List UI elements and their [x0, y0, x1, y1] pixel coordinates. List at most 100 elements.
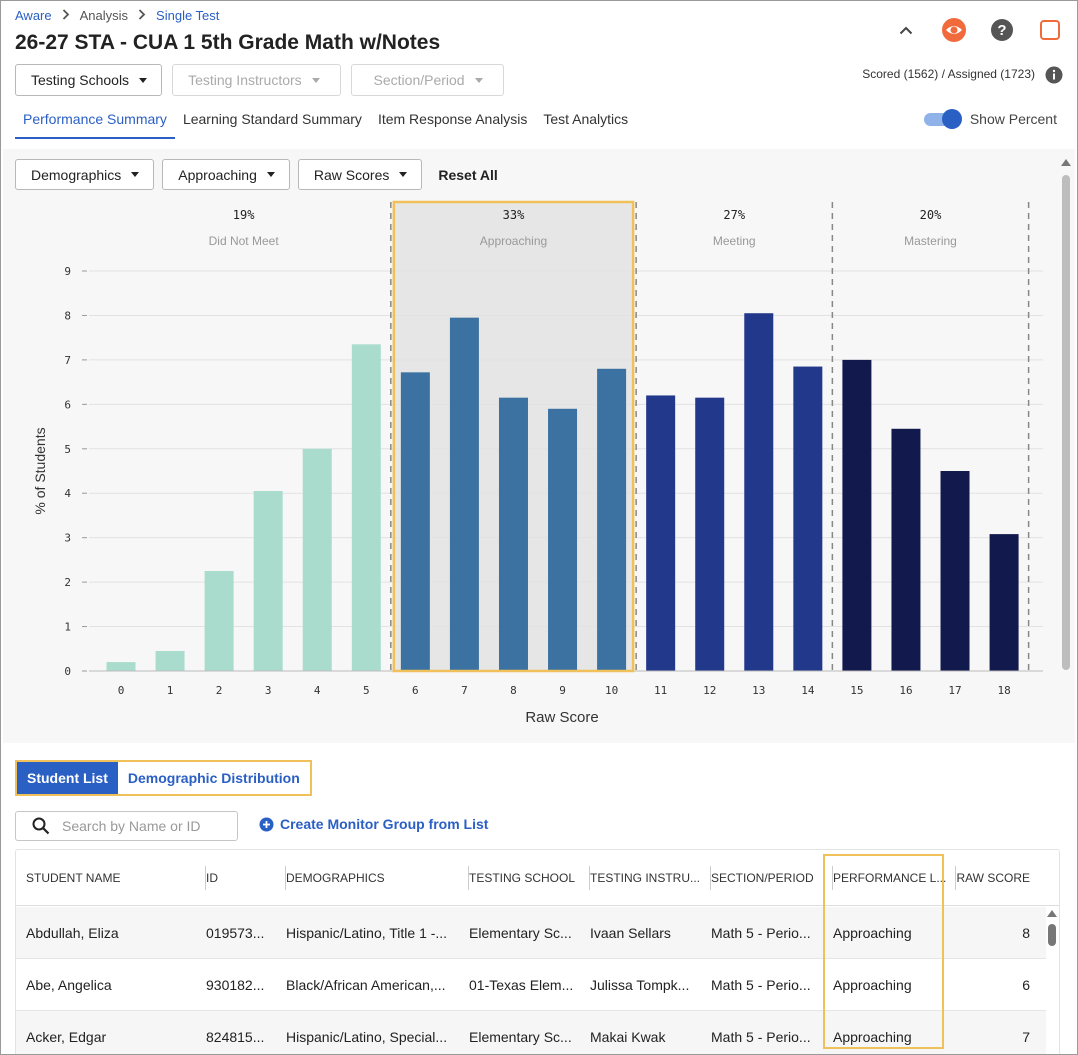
scrollbar-thumb[interactable] — [1048, 924, 1056, 946]
scrollbar-thumb[interactable] — [1062, 175, 1070, 670]
info-icon[interactable] — [1045, 66, 1063, 89]
caret-down-icon — [311, 77, 320, 83]
x-tick-label: 14 — [801, 684, 815, 697]
tab-test-analytics[interactable]: Test Analytics — [543, 111, 629, 127]
collapse-chevron-up-icon[interactable] — [893, 17, 919, 43]
testing-schools-label: Testing Schools — [31, 72, 130, 88]
y-tick-label: 9 — [64, 265, 71, 278]
demographic-distribution-tab[interactable]: Demographic Distribution — [117, 762, 310, 794]
col-testing-school-header[interactable]: TESTING SCHOOL — [469, 850, 590, 906]
student-list-tab[interactable]: Student List — [17, 762, 118, 794]
band-percent-label: 19% — [233, 208, 255, 222]
breadcrumb-single-test[interactable]: Single Test — [156, 8, 220, 23]
x-tick-label: 2 — [216, 684, 223, 697]
section-period-dropdown[interactable]: Section/Period — [351, 64, 505, 96]
raw-scores-dropdown[interactable]: Raw Scores — [297, 159, 423, 190]
y-tick-label: 1 — [64, 621, 71, 634]
header-label: ID — [206, 871, 218, 885]
col-performance-level-header[interactable]: PERFORMANCE L... — [833, 850, 956, 906]
testing-instructor-cell: Julissa Tompk... — [590, 977, 690, 993]
demographics-cell: Black/African American,... — [286, 977, 446, 993]
bar-score-3 — [253, 491, 283, 671]
chevron-right-icon — [62, 8, 70, 23]
bar-score-2 — [204, 571, 234, 671]
band-percent-label: 33% — [503, 208, 525, 222]
x-tick-label: 5 — [363, 684, 370, 697]
bar-score-16 — [891, 428, 921, 671]
eye-icon[interactable] — [941, 17, 967, 43]
chart-scrollbar[interactable] — [1061, 159, 1071, 674]
section-period-label: Section/Period — [373, 72, 465, 88]
breadcrumb-analysis[interactable]: Analysis — [79, 8, 129, 23]
x-axis-title: Raw Score — [525, 709, 598, 726]
scroll-up-arrow-icon[interactable] — [1047, 910, 1057, 917]
x-tick-label: 18 — [997, 684, 1010, 697]
x-tick-label: 7 — [461, 684, 468, 697]
tab-item-response-analysis[interactable]: Item Response Analysis — [377, 111, 528, 127]
testing-instructor-cell: Ivaan Sellars — [590, 925, 671, 941]
demographics-cell: Hispanic/Latino, Special... — [286, 1029, 448, 1045]
col-testing-instructor-header[interactable]: TESTING INSTRU... — [590, 850, 711, 906]
testing-school-cell: 01-Texas Elem... — [469, 977, 574, 993]
bar-score-1 — [155, 651, 185, 671]
col-raw-score-header[interactable]: RAW SCORE — [956, 850, 1030, 906]
x-tick-label: 4 — [314, 684, 321, 697]
band-percent-label: 27% — [723, 208, 745, 222]
caret-down-icon — [474, 77, 483, 83]
tab-performance-summary[interactable]: Performance Summary — [15, 101, 175, 139]
bar-score-11 — [646, 395, 676, 671]
highlighted-band-outline — [392, 200, 635, 673]
breadcrumb: Aware Analysis Single Test — [15, 8, 219, 23]
chevron-right-icon — [138, 8, 146, 23]
bar-score-18 — [989, 534, 1019, 671]
svg-text:?: ? — [997, 22, 1006, 39]
band-name-label: Did Not Meet — [209, 234, 280, 248]
tab-learning-standard-summary[interactable]: Learning Standard Summary — [182, 111, 362, 127]
scroll-up-arrow-icon[interactable] — [1061, 159, 1071, 166]
scored-assigned-count: Scored (1562) / Assigned (1723) — [862, 67, 1035, 81]
bar-score-12 — [695, 397, 725, 671]
y-tick-label: 3 — [64, 532, 71, 545]
table-row[interactable]: Abe, Angelica 930182... Black/African Amer… — [16, 959, 1046, 1011]
header-label: DEMOGRAPHICS — [286, 871, 385, 885]
col-section-period-header[interactable]: SECTION/PERIOD — [711, 850, 833, 906]
create-monitor-group-label: Create Monitor Group from List — [280, 816, 489, 832]
bar-score-15 — [842, 359, 872, 671]
band-percent-label: 20% — [920, 208, 942, 222]
y-tick-label: 2 — [64, 576, 71, 589]
testing-instructors-label: Testing Instructors — [188, 72, 302, 88]
testing-schools-dropdown[interactable]: Testing Schools — [15, 64, 163, 96]
performance-level-cell: Approaching — [833, 1029, 912, 1045]
id-cell: 930182... — [206, 977, 265, 993]
help-icon[interactable]: ? — [989, 17, 1015, 43]
caret-down-icon — [131, 172, 140, 177]
col-student-name-header[interactable]: STUDENT NAME — [26, 850, 206, 906]
x-tick-label: 8 — [510, 684, 517, 697]
search-input[interactable] — [62, 818, 222, 834]
band-name-label: Approaching — [480, 234, 547, 248]
chart-panel: 0 1 2 3 4 5 6 7 8 9 0 1 2 3 4 5 6 7 8 9 10 11 12 13 14 15 16 17 18 19… — [3, 149, 1075, 743]
show-percent-label: Show Percent — [969, 111, 1057, 127]
x-tick-label: 12 — [703, 684, 716, 697]
demographics-dropdown[interactable]: Demographics — [15, 159, 155, 190]
x-tick-label: 9 — [559, 684, 566, 697]
table-row[interactable]: Abdullah, Eliza 019573... Hispanic/Latino,… — [16, 907, 1046, 959]
square-icon[interactable] — [1037, 17, 1063, 43]
breadcrumb-aware[interactable]: Aware — [15, 8, 52, 23]
create-monitor-group-button[interactable]: Create Monitor Group from List — [259, 816, 488, 832]
col-id-header[interactable]: ID — [206, 850, 286, 906]
caret-down-icon — [139, 77, 148, 83]
show-percent-toggle[interactable] — [923, 109, 962, 129]
col-demographics-header[interactable]: DEMOGRAPHICS — [286, 850, 469, 906]
x-tick-label: 0 — [118, 684, 125, 697]
reset-all-button[interactable]: Reset All — [438, 166, 498, 183]
testing-school-cell: Elementary Sc... — [469, 1029, 572, 1045]
table-row[interactable]: Acker, Edgar 824815... Hispanic/Latino, Sp… — [16, 1011, 1046, 1054]
approaching-dropdown[interactable]: Approaching — [162, 159, 290, 190]
section-period-cell: Math 5 - Perio... — [711, 977, 811, 993]
table-scrollbar[interactable] — [1047, 910, 1057, 1054]
performance-level-cell: Approaching — [833, 977, 912, 993]
show-percent-control: Show Percent — [923, 109, 1057, 129]
plus-circle-icon — [259, 817, 274, 832]
testing-instructors-dropdown[interactable]: Testing Instructors — [172, 64, 342, 96]
